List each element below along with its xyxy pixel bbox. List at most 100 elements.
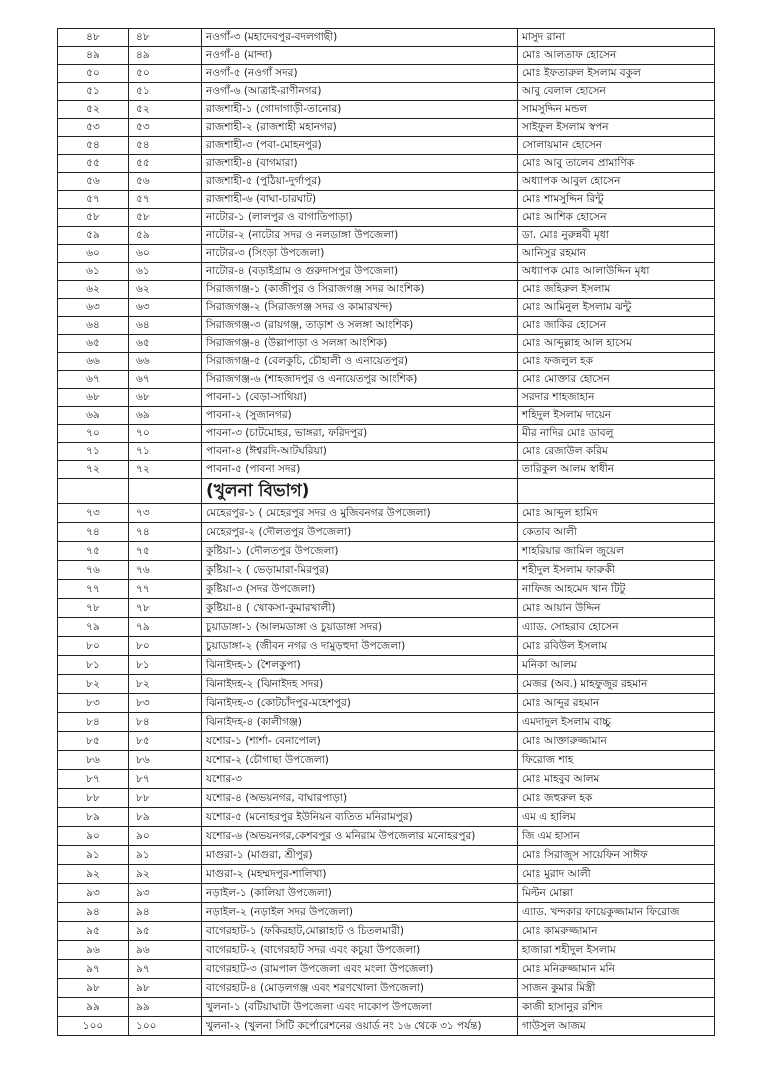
serial-cell: ৯৩: [57, 883, 129, 903]
table-row: ৯৪ ৯৪ নড়াইল-২ (নড়াইল সদর উপজেলা) এ্যাড. খ…: [57, 902, 715, 922]
table-row: ৭২ ৭২ পাবনা-৫ (পাবনা সদর) তারিকুল আলম স্বাধ…: [57, 460, 715, 479]
khulna-rows: ৭৩ ৭৩ মেহেরপুর-১ ( মেহেরপুর সদর ও মুজিবনগর…: [57, 503, 715, 1036]
candidate-name-cell: মিল্টন মোল্লা: [517, 883, 715, 903]
candidate-name-cell: মোঃ আবু তালেব প্রামাণিক: [517, 154, 715, 173]
table-row: ৫৫ ৫৫ রাজশাহী-৪ (বাগমারা) মোঃ আবু তালেব প্র…: [57, 154, 715, 173]
table-row: ১০০ ১০০ খুলনা-২ (খুলনা সিটি কর্পোরেশনের ওয…: [57, 1016, 715, 1036]
serial-cell: ৬৬: [57, 352, 129, 371]
table-row: ৮৬ ৮৬ যশোর-২ (চৌগাছা উপজেলা) ফিরোজ শাহ: [57, 750, 715, 770]
constituency-name-cell: নওগাঁ-৫ (নওগাঁ সদর): [201, 64, 518, 83]
constituency-name-cell: পাবনা-৪ (ঈশ্বরদি-আটঘরিয়া): [201, 442, 518, 461]
constituency-number-cell: ৯৪: [128, 902, 202, 922]
table-row: ৯৮ ৯৮ বাগেরহাট-৪ (মোড়লগঞ্জ এবং শরণখোলা উপ…: [57, 978, 715, 998]
constituency-number-cell: ৯১: [128, 845, 202, 865]
candidate-name-cell: শহিদুল ইসলাম দায়েন: [517, 406, 715, 425]
table-row: ৭৪ ৭৪ মেহেরপুর-২ (দৌলতপুর উপজেলা) কেতাব আলী: [57, 522, 715, 542]
constituency-name-cell: রাজশাহী-৪ (বাগমারা): [201, 154, 518, 173]
table-row: ৪৯ ৪৯ নওগাঁ-৪ (মান্দা) মোঃ আলতাফ হোসেন: [57, 46, 715, 65]
constituency-number-cell: ৬৭: [128, 370, 202, 389]
constituency-name-cell: বাগেরহাট-৪ (মোড়লগঞ্জ এবং শরণখোলা উপজেলা…: [201, 978, 518, 998]
constituency-name-cell: মাগুরা-২ (মহম্মদপুর-শালিখা): [201, 864, 518, 884]
constituency-number-cell: ৮৫: [128, 731, 202, 751]
table-row: ৫৮ ৫৮ নাটোর-১ (লালপুর ও বাগাতিপাড়া) মোঃ আশ…: [57, 208, 715, 227]
constituency-number-cell: ৬৮: [128, 388, 202, 407]
constituency-number-cell: ৮৮: [128, 788, 202, 808]
constituency-number-cell: ৭৫: [128, 541, 202, 561]
constituency-name-cell: নওগাঁ-৩ (মহাদেবপুর-বদলগাছী): [201, 28, 518, 47]
constituency-number-cell: ৫৬: [128, 172, 202, 191]
candidate-name-cell: সোলায়মান হোসেন: [517, 136, 715, 155]
constituency-number-cell: ৫৯: [128, 226, 202, 245]
candidate-name-cell: মোঃ রবিউল ইসলাম: [517, 636, 715, 656]
constituency-name-cell: নওগাঁ-৬ (আত্রাই-রাণীনগর): [201, 82, 518, 101]
constituency-name-cell: চুয়াডাঙ্গা-১ (আলমডাঙ্গা ও চুয়াডাঙ্গা স…: [201, 617, 518, 637]
serial-cell: ৫১: [57, 82, 129, 101]
constituency-name-cell: মেহেরপুর-২ (দৌলতপুর উপজেলা): [201, 522, 518, 542]
table-row: ৭৯ ৭৯ চুয়াডাঙ্গা-১ (আলমডাঙ্গা ও চুয়াডাঙ্…: [57, 617, 715, 637]
constituency-number-cell: ৭৭: [128, 579, 202, 599]
table-row: ৬৩ ৬৩ সিরাজগঞ্জ-২ (সিরাজগঞ্জ সদর ও কামারখন…: [57, 298, 715, 317]
candidate-name-cell: অধ্যাপক আবুল হোসেন: [517, 172, 715, 191]
constituency-number-cell: ৮০: [128, 636, 202, 656]
constituency-name-cell: রাজশাহী-৩ (পবা-মোহনপুর): [201, 136, 518, 155]
candidate-name-cell: এমদাদুল ইসলাম বাচ্চু: [517, 712, 715, 732]
candidate-name-cell: ডা. মোঃ নুরুন্নবী মৃধা: [517, 226, 715, 245]
serial-cell: ৯৯: [57, 997, 129, 1017]
candidate-name-cell: মোঃ ফজলুল হক: [517, 352, 715, 371]
serial-cell: ৮৫: [57, 731, 129, 751]
candidate-name-cell: ফিরোজ শাহ: [517, 750, 715, 770]
table-row: ৭৫ ৭৫ কুষ্টিয়া-১ (দৌলতপুর উপজেলা) শাহরিয়া…: [57, 541, 715, 561]
table-row: ৯৩ ৯৩ নড়াইল-১ (কালিয়া উপজেলা) মিল্টন মোল্…: [57, 883, 715, 903]
serial-cell: ৫০: [57, 64, 129, 83]
candidate-name-cell: মোঃ রেজাউল করিম: [517, 442, 715, 461]
constituency-name-cell: রাজশাহী-৬ (বাঘা-চারঘাট): [201, 190, 518, 209]
serial-cell: ৭২: [57, 460, 129, 479]
candidate-name-cell: মোঃ মাহবুব আলম: [517, 769, 715, 789]
table-row: ৯৬ ৯৬ বাগেরহাট-২ (বাগেরহাট সদর এবং কচুয়া …: [57, 940, 715, 960]
serial-cell: ৬৭: [57, 370, 129, 389]
table-row: ৯০ ৯০ যশোর-৬ (অভয়নগর,কেশবপুর ও মনিরাম উপজ…: [57, 826, 715, 846]
constituency-name-cell: বাগেরহাট-২ (বাগেরহাট সদর এবং কচুয়া উপজে…: [201, 940, 518, 960]
serial-cell: ৮৮: [57, 788, 129, 808]
table-row: ৫৭ ৫৭ রাজশাহী-৬ (বাঘা-চারঘাট) মোঃ শামসুদ্দি…: [57, 190, 715, 209]
constituency-number-cell: ৫৫: [128, 154, 202, 173]
serial-cell: ৮৬: [57, 750, 129, 770]
candidate-name-cell: মাসুদ রানা: [517, 28, 715, 47]
table-row: ৮০ ৮০ চুয়াডাঙ্গা-২ (জীবন নগর ও দামুড়হুদা…: [57, 636, 715, 656]
candidate-name-cell: মোঃ শামসুদ্দিন রিন্টু: [517, 190, 715, 209]
table-row: ৭১ ৭১ পাবনা-৪ (ঈশ্বরদি-আটঘরিয়া) মোঃ রেজাউল…: [57, 442, 715, 461]
serial-cell: ৭১: [57, 442, 129, 461]
serial-cell: ৭৭: [57, 579, 129, 599]
constituency-name-cell: যশোর-৫ (মনোহরপুর ইউনিয়ন ব্যতিত মনিরামপু…: [201, 807, 518, 827]
constituency-name-cell: ঝিনাইদহ-২ (ঝিনাইদহ সদর): [201, 674, 518, 694]
table-row: ৯৫ ৯৫ বাগেরহাট-১ (ফকিরহাট,মোল্লাহাট ও চিতল…: [57, 921, 715, 941]
constituency-number-cell: ৬৫: [128, 334, 202, 353]
table-row: ৭৬ ৭৬ কুষ্টিয়া-২ ( ভেড়ামারা-মিরপুর) শহীদু…: [57, 560, 715, 580]
serial-cell: ৫৪: [57, 136, 129, 155]
constituency-name-cell: যশোর-৬ (অভয়নগর,কেশবপুর ও মনিরাম উপজেলার…: [201, 826, 518, 846]
section-cell-candidate: [517, 478, 715, 504]
table-row: ৬০ ৬০ নাটোর-৩ (সিংড়া উপজেলা) আনিসুর রহমান: [57, 244, 715, 263]
table-row: ৪৮ ৪৮ নওগাঁ-৩ (মহাদেবপুর-বদলগাছী) মাসুদ রান…: [57, 28, 715, 47]
serial-cell: ৭৬: [57, 560, 129, 580]
section-header: (খুলনা বিভাগ): [57, 478, 715, 504]
constituency-number-cell: ৮৬: [128, 750, 202, 770]
table-row: ৮২ ৮২ ঝিনাইদহ-২ (ঝিনাইদহ সদর) মেজর (অব.) মা…: [57, 674, 715, 694]
candidate-name-cell: মনিকা আলম: [517, 655, 715, 675]
constituency-name-cell: খুলনা-১ (বটিয়াঘাটা উপজেলা এবং দাকোপ উপজ…: [201, 997, 518, 1017]
candidate-name-cell: মীর নাদির মোঃ ডাবলু: [517, 424, 715, 443]
serial-cell: ৯৮: [57, 978, 129, 998]
table-row: ৮৪ ৮৪ ঝিনাইদহ-৪ (কালীগঞ্জ) এমদাদুল ইসলাম বা…: [57, 712, 715, 732]
constituency-number-cell: ৮৩: [128, 693, 202, 713]
section-title: (খুলনা বিভাগ): [201, 478, 518, 504]
candidate-name-cell: মোঃ মুরাদ আলী: [517, 864, 715, 884]
constituency-number-cell: ৭১: [128, 442, 202, 461]
constituency-name-cell: নড়াইল-২ (নড়াইল সদর উপজেলা): [201, 902, 518, 922]
table-row: ৫৩ ৫৩ রাজশাহী-২ (রাজশাহী মহানগর) সাইফুল ইসল…: [57, 118, 715, 137]
table-row: ৫৬ ৫৬ রাজশাহী-৫ (পুঠিয়া-দুর্গাপুর) অধ্যাপক…: [57, 172, 715, 191]
serial-cell: ৮৭: [57, 769, 129, 789]
table-row: ৯৯ ৯৯ খুলনা-১ (বটিয়াঘাটা উপজেলা এবং দাকোপ…: [57, 997, 715, 1017]
constituency-name-cell: নওগাঁ-৪ (মান্দা): [201, 46, 518, 65]
constituency-number-cell: ৫৪: [128, 136, 202, 155]
constituency-name-cell: সিরাজগঞ্জ-৫ (বেলকুচি, চৌহালী ও এনায়েতপু…: [201, 352, 518, 371]
